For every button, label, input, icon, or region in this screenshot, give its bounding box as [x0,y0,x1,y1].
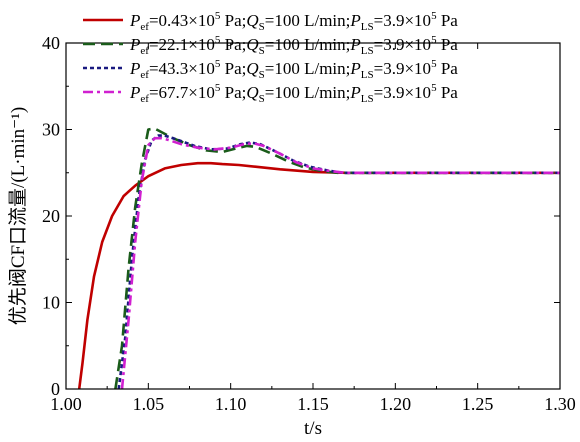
series-line-3 [117,134,560,390]
legend-label: Pef=67.7×105 Pa;QS=100 L/min;PLS=3.9×105… [129,82,458,105]
legend-label: Pef=22.1×105 Pa;QS=100 L/min;PLS=3.9×105… [129,34,458,57]
x-tick-label: 1.20 [380,394,412,414]
series-line-2 [114,127,560,390]
series-line-4 [120,136,560,390]
legend: Pef=0.43×105 Pa;QS=100 L/min;PLS=3.9×105… [83,10,458,105]
legend-label: Pef=43.3×105 Pa;QS=100 L/min;PLS=3.9×105… [129,58,458,81]
series-lines [77,127,560,390]
y-tick-label: 10 [42,293,60,313]
x-tick-label: 1.25 [462,394,494,414]
y-tick-label: 30 [42,120,60,140]
y-axis-label: 优先阀CF口流量/(L·min⁻¹) [7,107,29,325]
x-tick-label: 1.05 [133,394,165,414]
x-tick-label: 1.10 [215,394,247,414]
x-tick-label: 1.00 [50,394,82,414]
legend-label: Pef=0.43×105 Pa;QS=100 L/min;PLS=3.9×105… [129,10,458,33]
y-tick-label: 20 [42,206,60,226]
y-tick-label: 0 [51,379,60,399]
axis-ticks: 1.00 1.05 1.10 1.15 1.20 1.25 1.30 0 10 20 30 40 [42,33,576,414]
x-tick-label: 1.30 [544,394,576,414]
x-tick-label: 1.15 [297,394,329,414]
series-line-1 [77,161,560,390]
y-tick-label: 40 [42,33,60,53]
x-axis-label: t/s [304,418,322,439]
